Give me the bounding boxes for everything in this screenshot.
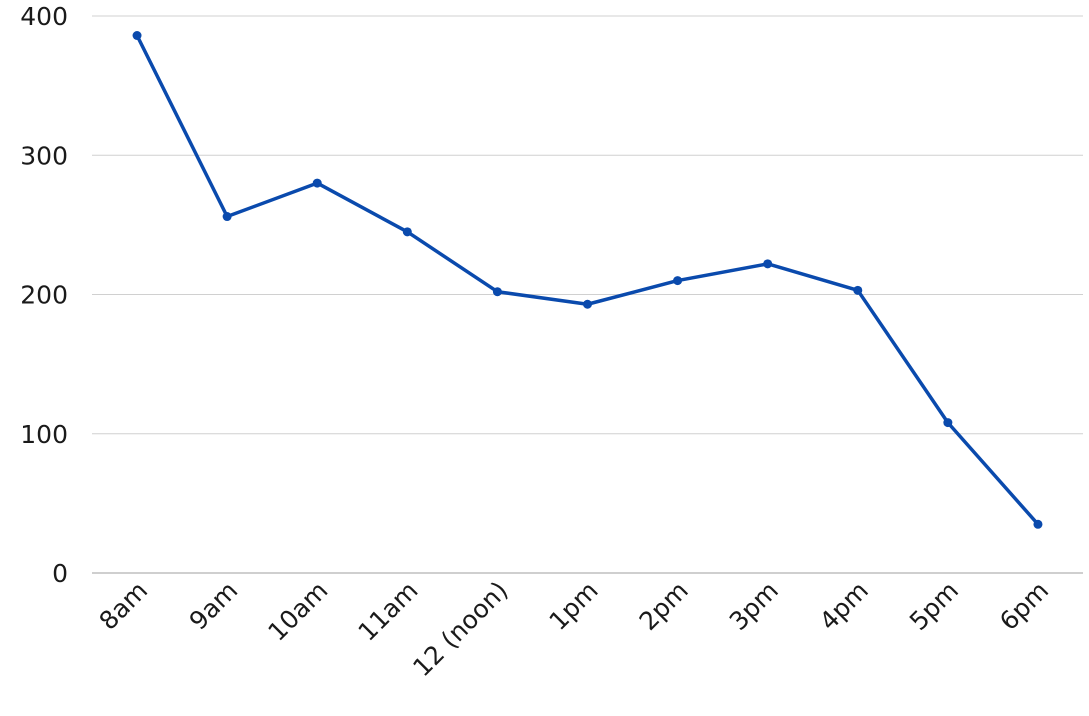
x-tick-label: 9am (184, 576, 244, 636)
data-point (402, 227, 412, 237)
data-point (1033, 519, 1043, 529)
x-tick-label: 8am (93, 576, 153, 636)
data-point (853, 285, 863, 295)
x-tick-label: 1pm (544, 576, 604, 636)
data-point (312, 178, 322, 188)
x-tick-label: 10am (262, 576, 333, 647)
x-tick-label: 3pm (724, 576, 784, 636)
y-tick-label: 300 (20, 141, 68, 170)
data-point (763, 259, 773, 269)
data-point (583, 299, 592, 309)
x-tick-label: 12 (noon) (407, 576, 513, 682)
data-point (222, 212, 232, 222)
y-tick-label: 200 (20, 281, 68, 310)
y-tick-label: 100 (20, 420, 68, 449)
data-point (492, 287, 502, 297)
x-tick-label: 2pm (634, 576, 694, 636)
series-line (135, 34, 1040, 526)
x-tick-label: 5pm (904, 576, 964, 636)
y-tick-label: 400 (20, 2, 68, 31)
x-tick-label: 6pm (994, 576, 1054, 636)
y-tick-label: 0 (52, 559, 68, 588)
data-point (132, 30, 142, 40)
data-point (943, 418, 953, 428)
x-tick-label: 4pm (814, 576, 874, 636)
x-tick-label: 11am (353, 576, 424, 647)
data-point (673, 276, 683, 286)
